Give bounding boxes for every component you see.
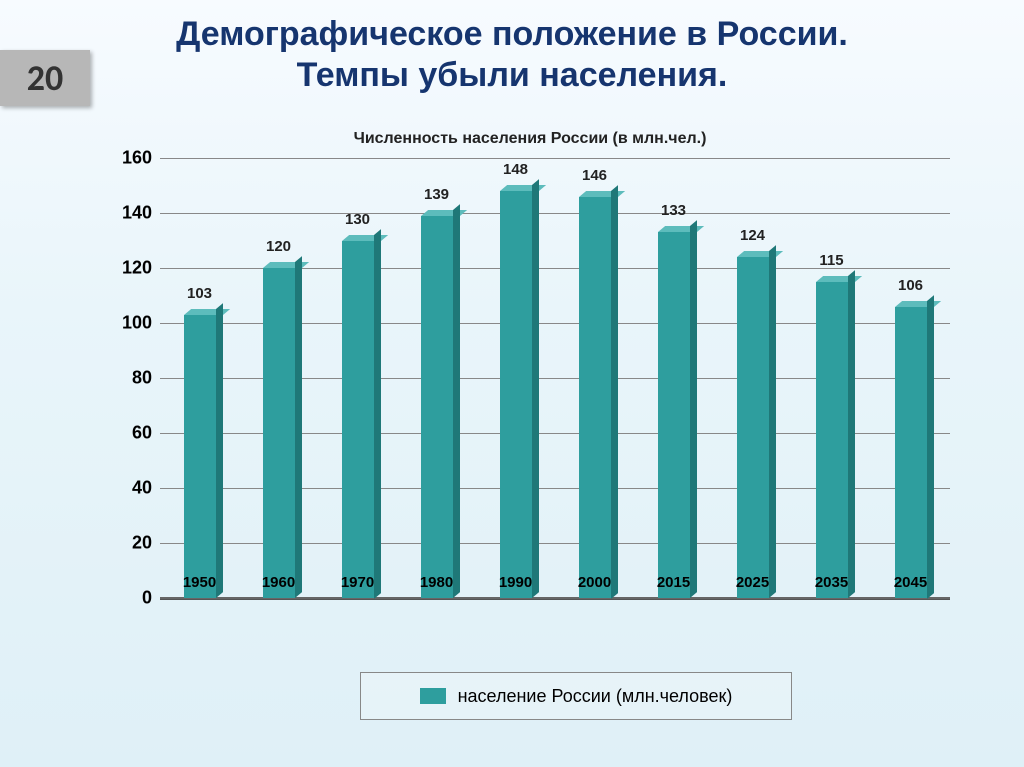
chart-container: Численность населения России (в млн.чел.… [100, 130, 960, 720]
x-axis-labels: 1950 1960 1970 1980 1990 2000 2015 2025 2035 2045 [160, 574, 950, 598]
legend-label: население России (млн.человек) [458, 686, 733, 707]
bar: 124 [737, 257, 769, 598]
bar: 115 [816, 282, 848, 598]
legend-swatch [420, 688, 446, 704]
slide-title: Демографическое положение в России. Темп… [0, 14, 1024, 96]
x-tick-label: 1990 [499, 574, 532, 591]
bar: 106 [895, 307, 927, 599]
y-tick-label: 160 [102, 148, 152, 169]
x-tick-label: 2000 [578, 574, 611, 591]
bar-side-face [453, 204, 460, 598]
y-tick-label: 140 [102, 203, 152, 224]
bar-side-face [848, 270, 855, 598]
title-line-1: Демографическое положение в России. [176, 15, 848, 53]
x-tick-label: 1980 [420, 574, 453, 591]
bar-value-label: 148 [503, 161, 528, 178]
bar-side-face [611, 185, 618, 598]
bar: 103 [184, 315, 216, 598]
bar-value-label: 130 [345, 211, 370, 228]
y-tick-label: 40 [102, 478, 152, 499]
slide: 20 Демографическое положение в России. Т… [0, 0, 1024, 767]
bar: 146 [579, 197, 611, 599]
bar-value-label: 120 [266, 238, 291, 255]
y-tick-label: 100 [102, 313, 152, 334]
bar-side-face [295, 256, 302, 598]
bar-value-label: 106 [898, 277, 923, 294]
title-line-2: Темпы убыли населения. [297, 56, 728, 94]
y-tick-label: 20 [102, 533, 152, 554]
bars-layer: 103 120 130 139 148 146 133 124 115 106 [160, 158, 950, 598]
bar-value-label: 124 [740, 227, 765, 244]
bar-value-label: 103 [187, 285, 212, 302]
bar-side-face [690, 220, 697, 598]
chart-plot-area: 020406080100120140160 103120130139148146… [160, 158, 950, 600]
legend: население России (млн.человек) [360, 672, 792, 720]
bar: 148 [500, 191, 532, 598]
x-tick-label: 2015 [657, 574, 690, 591]
bar-side-face [927, 295, 934, 598]
x-tick-label: 1950 [183, 574, 216, 591]
x-tick-label: 2025 [736, 574, 769, 591]
bar-side-face [216, 303, 223, 598]
bar: 130 [342, 241, 374, 599]
bar: 133 [658, 232, 690, 598]
bar-value-label: 115 [819, 252, 843, 269]
x-tick-label: 1960 [262, 574, 295, 591]
bar-value-label: 146 [582, 167, 607, 184]
y-tick-label: 120 [102, 258, 152, 279]
bar-value-label: 133 [661, 202, 686, 219]
chart-title: Численность населения России (в млн.чел.… [100, 130, 960, 148]
x-tick-label: 2045 [894, 574, 927, 591]
bar-side-face [769, 245, 776, 598]
bar: 120 [263, 268, 295, 598]
y-tick-label: 0 [102, 588, 152, 609]
bar-side-face [374, 229, 381, 598]
bar: 139 [421, 216, 453, 598]
y-tick-label: 60 [102, 423, 152, 444]
bar-side-face [532, 179, 539, 598]
bar-value-label: 139 [424, 186, 449, 203]
y-tick-label: 80 [102, 368, 152, 389]
x-tick-label: 1970 [341, 574, 374, 591]
x-tick-label: 2035 [815, 574, 848, 591]
